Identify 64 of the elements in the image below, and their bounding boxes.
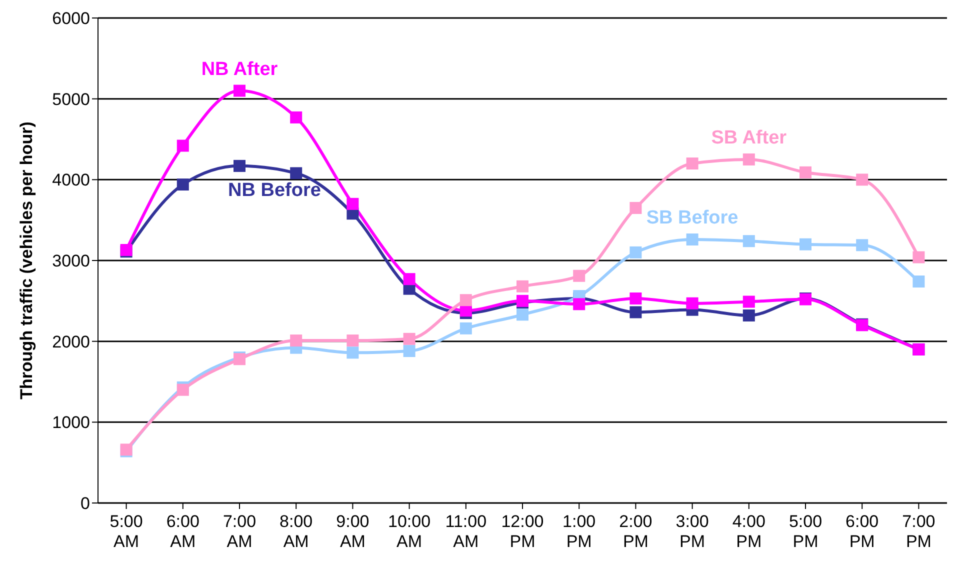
x-tick-label: 11:00 AM bbox=[445, 512, 487, 551]
point bbox=[912, 251, 925, 264]
point bbox=[630, 202, 642, 214]
y-tick-label: 2000 bbox=[52, 332, 90, 352]
point bbox=[346, 334, 359, 347]
point bbox=[290, 111, 302, 124]
x-tick-label: 1:00 PM bbox=[562, 512, 596, 551]
y-tick-label: 3000 bbox=[52, 252, 90, 271]
y-tick-label: 6000 bbox=[52, 9, 90, 28]
x-tick-label: 9:00 AM bbox=[336, 512, 370, 551]
point bbox=[460, 322, 472, 334]
point bbox=[176, 178, 189, 191]
point bbox=[403, 332, 416, 345]
point bbox=[403, 273, 416, 286]
x-tick-label: 10:00 AM bbox=[388, 512, 431, 551]
point bbox=[176, 384, 189, 396]
point bbox=[856, 174, 868, 186]
point bbox=[346, 198, 359, 210]
y-tick-label: 4000 bbox=[52, 170, 90, 190]
point bbox=[460, 294, 472, 306]
point bbox=[630, 306, 642, 318]
point bbox=[234, 84, 246, 97]
point bbox=[516, 308, 528, 321]
point bbox=[800, 166, 812, 178]
x-tick-label: 5:00 AM bbox=[110, 512, 143, 551]
point bbox=[912, 276, 925, 288]
point bbox=[403, 345, 416, 358]
point bbox=[686, 158, 698, 170]
x-tick-label: 8:00 AM bbox=[280, 512, 313, 551]
x-tick-label: 5:00 PM bbox=[788, 512, 822, 551]
series-label: SB Before bbox=[646, 207, 738, 228]
y-tick-label: 0 bbox=[80, 494, 90, 514]
point bbox=[686, 297, 698, 310]
x-tick-label: 4:00 PM bbox=[732, 512, 766, 551]
point bbox=[346, 346, 359, 359]
y-tick-label: 1000 bbox=[52, 413, 90, 432]
point bbox=[856, 239, 868, 252]
y-axis-title: Through traffic (vehicles per hour) bbox=[17, 122, 36, 400]
x-tick-label: 7:00 PM bbox=[902, 512, 936, 551]
series-label: NB Before bbox=[228, 180, 321, 201]
x-tick-label: 3:00 PM bbox=[676, 512, 709, 551]
y-tick-label: 5000 bbox=[52, 90, 90, 109]
point bbox=[516, 280, 528, 292]
point bbox=[686, 233, 698, 246]
point bbox=[742, 235, 755, 248]
point bbox=[290, 334, 302, 347]
x-tick-label: 6:00 AM bbox=[166, 512, 200, 551]
point bbox=[573, 298, 586, 310]
x-tick-label: 12:00 PM bbox=[501, 512, 544, 551]
point bbox=[742, 309, 755, 322]
point bbox=[742, 153, 755, 166]
point bbox=[573, 270, 586, 282]
series-label: SB After bbox=[711, 127, 788, 148]
point bbox=[800, 238, 812, 250]
point bbox=[176, 140, 189, 152]
x-tick-label: 6:00 PM bbox=[846, 512, 879, 551]
point bbox=[630, 246, 642, 258]
point bbox=[630, 292, 642, 304]
series-label: NB After bbox=[201, 58, 278, 80]
point bbox=[234, 160, 246, 172]
x-tick-label: 2:00 PM bbox=[619, 512, 652, 551]
x-tick-label: 7:00 AM bbox=[222, 512, 256, 551]
point bbox=[742, 296, 755, 308]
point bbox=[290, 167, 302, 180]
